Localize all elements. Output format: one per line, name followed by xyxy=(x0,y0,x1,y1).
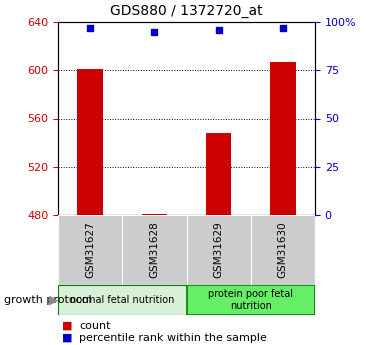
Point xyxy=(280,25,286,31)
Text: count: count xyxy=(80,321,111,331)
Text: percentile rank within the sample: percentile rank within the sample xyxy=(80,333,267,343)
Bar xyxy=(58,285,186,315)
Bar xyxy=(186,285,315,315)
Bar xyxy=(206,133,232,215)
Text: GSM31628: GSM31628 xyxy=(149,221,160,278)
Text: ▶: ▶ xyxy=(49,294,58,306)
Bar xyxy=(270,62,296,215)
Text: ■: ■ xyxy=(62,321,73,331)
Bar xyxy=(58,215,122,285)
Text: GSM31627: GSM31627 xyxy=(85,221,95,278)
Text: ■: ■ xyxy=(62,333,73,343)
Bar xyxy=(251,215,315,285)
Bar xyxy=(186,215,251,285)
Bar xyxy=(142,214,167,215)
Text: GSM31629: GSM31629 xyxy=(214,221,223,278)
Bar xyxy=(77,69,103,215)
Point xyxy=(216,27,222,32)
Text: GSM31630: GSM31630 xyxy=(278,222,288,278)
Text: normal fetal nutrition: normal fetal nutrition xyxy=(70,295,174,305)
Text: growth protocol: growth protocol xyxy=(4,295,92,305)
Text: protein poor fetal
nutrition: protein poor fetal nutrition xyxy=(208,289,293,311)
Title: GDS880 / 1372720_at: GDS880 / 1372720_at xyxy=(110,4,263,18)
Point xyxy=(87,25,93,31)
Bar xyxy=(122,215,186,285)
Point xyxy=(151,29,158,34)
